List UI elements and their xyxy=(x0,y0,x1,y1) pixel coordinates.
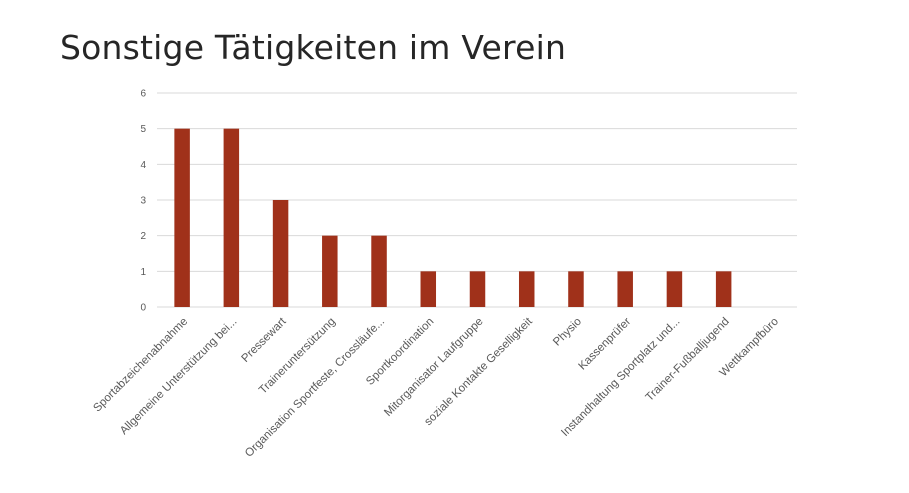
bar xyxy=(568,271,584,307)
bar xyxy=(371,235,387,307)
x-category-label: Mitorganisator Laufgruppe xyxy=(382,316,485,419)
bar xyxy=(617,271,633,307)
bars xyxy=(174,128,732,307)
y-tick-label: 4 xyxy=(140,160,146,171)
bar xyxy=(322,235,338,307)
x-category-label: Trainer-Fußballjugend xyxy=(644,316,732,404)
bar xyxy=(174,128,190,307)
bar xyxy=(518,271,535,307)
bar xyxy=(666,271,683,307)
chart-title: Sonstige Tätigkeiten im Verein xyxy=(60,28,567,67)
y-tick-label: 5 xyxy=(140,124,146,135)
y-tick-label: 6 xyxy=(140,89,146,100)
y-tick-label: 1 xyxy=(140,267,146,278)
bar xyxy=(469,271,486,307)
y-tick-label: 2 xyxy=(140,231,146,242)
x-category-label: Physio xyxy=(551,316,584,349)
x-category-label: soziale Kontakte Geselligkeit xyxy=(422,315,535,428)
x-category-label: Sportabzeichenabnahme xyxy=(91,316,190,415)
y-tick-label: 3 xyxy=(140,196,146,207)
y-axis-tick-labels: 0 1 2 3 4 5 6 xyxy=(140,89,146,314)
bar xyxy=(223,128,240,307)
x-category-label: Pressewart xyxy=(240,315,290,365)
bar xyxy=(272,200,289,307)
bar xyxy=(420,271,437,307)
bar xyxy=(715,271,732,307)
y-tick-label: 0 xyxy=(140,303,146,314)
